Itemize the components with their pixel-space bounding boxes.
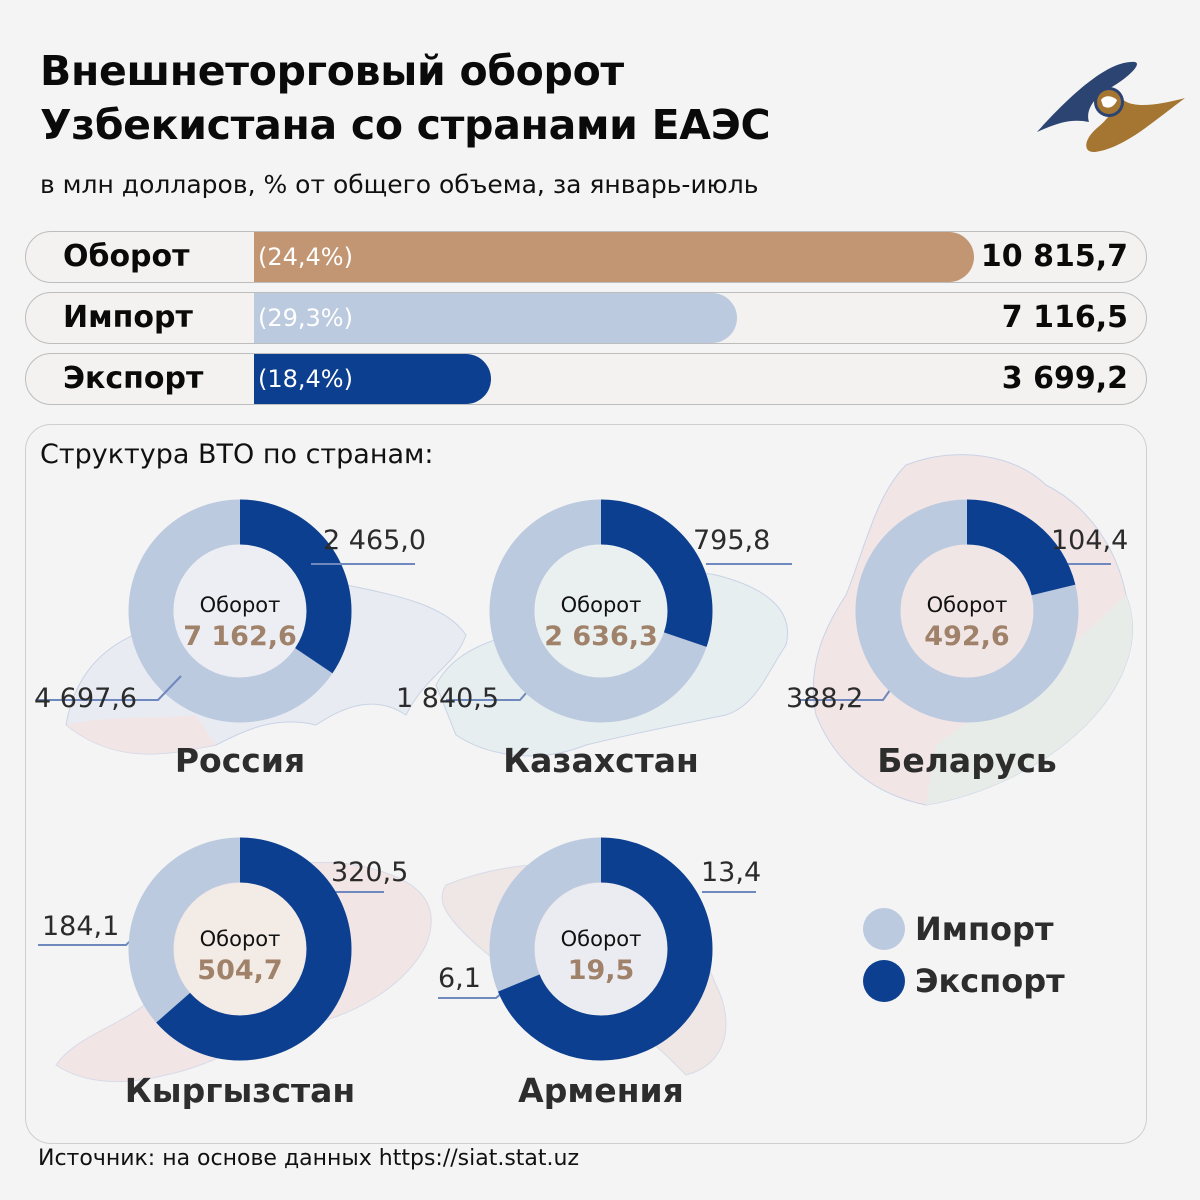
export-value: 104,4 xyxy=(1051,525,1129,556)
summary-row-turnover: Оборот (24,4%) 10 815,7 xyxy=(25,231,1147,283)
center-label: Оборот xyxy=(926,593,1008,617)
bar-label: Импорт xyxy=(63,300,193,335)
donut-kazakhstan xyxy=(489,499,713,723)
bar-fill-export xyxy=(254,354,491,404)
country-name: Беларусь xyxy=(877,741,1057,780)
import-value: 4 697,6 xyxy=(34,683,138,714)
bar-percent: (24,4%) xyxy=(258,243,353,271)
bar-value: 10 815,7 xyxy=(980,239,1128,274)
country-name: Россия xyxy=(174,741,306,780)
export-value: 13,4 xyxy=(701,857,762,888)
export-value: 795,8 xyxy=(693,525,771,556)
title-line-2: Узбекистана со странами ЕАЭС xyxy=(40,101,771,149)
bar-fill-turnover xyxy=(254,232,974,282)
bar-label: Оборот xyxy=(63,239,190,274)
page-title: Внешнеторговый оборот Узбекистана со стр… xyxy=(40,44,771,152)
summary-row-import: Импорт (29,3%) 7 116,5 xyxy=(25,292,1147,344)
bar-fill-import xyxy=(254,293,737,343)
donut-russia xyxy=(128,499,352,723)
subtitle: в млн долларов, % от общего объема, за я… xyxy=(40,170,759,199)
donut-kyrgyzstan xyxy=(128,837,352,1061)
export-value: 2 465,0 xyxy=(323,525,427,556)
export-value: 320,5 xyxy=(331,857,409,888)
title-line-1: Внешнеторговый оборот xyxy=(40,47,624,95)
legend-label: Экспорт xyxy=(915,962,1065,1000)
center-value: 504,7 xyxy=(197,955,283,986)
legend-dot-export-icon xyxy=(863,960,905,1002)
summary-row-export: Экспорт (18,4%) 3 699,2 xyxy=(25,353,1147,405)
donut-armenia xyxy=(489,837,713,1061)
center-label: Оборот xyxy=(560,927,642,951)
import-value: 6,1 xyxy=(438,963,481,994)
bar-percent: (29,3%) xyxy=(258,304,353,332)
center-value: 19,5 xyxy=(567,955,635,986)
legend-label: Импорт xyxy=(915,910,1054,948)
import-value: 1 840,5 xyxy=(396,683,500,714)
legend-item-import: Импорт xyxy=(863,907,1053,951)
bar-percent: (18,4%) xyxy=(258,365,353,393)
center-label: Оборот xyxy=(199,927,281,951)
legend-dot-import-icon xyxy=(863,908,905,950)
country-name: Казахстан xyxy=(503,741,699,780)
country-name: Кыргызстан xyxy=(124,1071,356,1110)
import-value: 184,1 xyxy=(42,911,120,942)
center-label: Оборот xyxy=(560,593,642,617)
bar-label: Экспорт xyxy=(63,361,204,396)
center-label: Оборот xyxy=(199,593,281,617)
panel-title: Структура ВТО по странам: xyxy=(40,439,434,470)
source-note: Источник: на основе данных https://siat.… xyxy=(38,1146,580,1171)
import-value: 388,2 xyxy=(786,683,864,714)
center-value: 492,6 xyxy=(924,621,1010,652)
center-value: 2 636,3 xyxy=(544,621,658,652)
center-value: 7 162,6 xyxy=(183,621,297,652)
donut-belarus xyxy=(855,499,1079,723)
country-name: Армения xyxy=(518,1071,684,1110)
bar-value: 3 699,2 xyxy=(1001,361,1128,396)
bar-value: 7 116,5 xyxy=(1001,300,1128,335)
eaeu-logo-icon xyxy=(1037,61,1185,153)
legend-item-export: Экспорт xyxy=(863,959,1065,1003)
country-structure-panel: Структура ВТО по странам: Оборот 7 162,6… xyxy=(25,424,1147,1144)
